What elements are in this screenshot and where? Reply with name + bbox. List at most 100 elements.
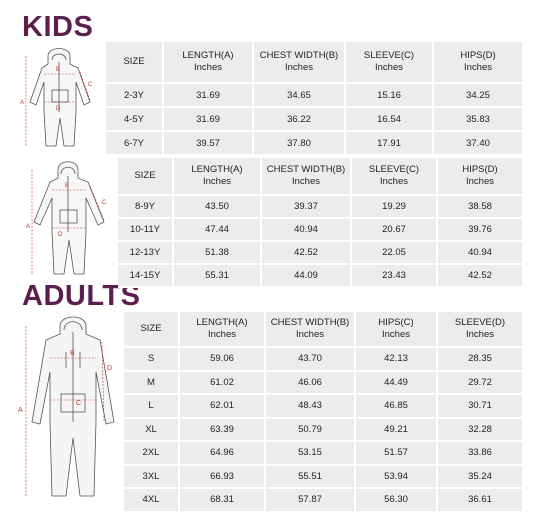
column-header: SIZE [124,312,180,348]
measurement-cell: 40.94 [438,242,524,265]
table-row: XL 63.39 50.79 49.21 32.28 [124,418,524,442]
column-header-unit: Inches [466,176,494,187]
kids-large-size-table: SIZE LENGTH(A) Inches CHEST WIDTH(B) Inches S… [118,158,524,288]
measurement-cell: 32.28 [438,418,524,442]
measurement-cell: 68.31 [180,489,266,513]
size-cell: 12-13Y [118,242,174,265]
measurement-cell: 39.37 [262,196,352,219]
measurement-cell: 66.93 [180,465,266,489]
size-cell: 14-15Y [118,265,174,288]
table-row: M 61.02 46.06 44.49 29.72 [124,371,524,395]
column-header-unit: Inches [203,176,231,187]
column-header: LENGTH(A) Inches [164,42,254,84]
column-header-title: SIZE [140,323,162,334]
measurement-cell: 44.09 [262,265,352,288]
size-cell: 3XL [124,465,180,489]
measurement-cell: 46.06 [266,371,356,395]
column-header: SLEEVE(C) Inches [346,42,434,84]
measurement-cell: 57.87 [266,489,356,513]
kids-heading: KIDS [22,11,94,43]
column-header-title: CHEST WIDTH(B) [270,317,350,328]
measurement-cell: 63.39 [180,418,266,442]
measurement-cell: 15.16 [346,84,434,108]
column-header-unit: Inches [382,329,410,340]
measurement-cell: 55.51 [266,465,356,489]
adult-label-b: B [70,350,75,357]
column-header-title: CHEST WIDTH(B) [259,50,339,61]
table-row: L 62.01 48.43 46.85 30.71 [124,395,524,419]
measurement-cell: 46.85 [356,395,438,419]
table-row: 2-3Y 31.69 34.65 15.16 34.25 [106,84,524,108]
size-cell: 4-5Y [106,108,164,132]
measurement-cell: 16.54 [346,108,434,132]
measurement-cell: 50.79 [266,418,356,442]
measurement-cell: 37.80 [254,132,346,156]
column-header: LENGTH(A) Inches [174,158,262,196]
table-row: 6-7Y 39.57 37.80 17.91 37.40 [106,132,524,156]
measurement-cell: 40.94 [262,219,352,242]
column-header: CHEST WIDTH(B) Inches [262,158,352,196]
column-header-title: HIPS(C) [378,317,414,328]
size-cell: M [124,371,180,395]
column-header-unit: Inches [208,329,236,340]
size-cell: 6-7Y [106,132,164,156]
adult-label-c: C [76,400,81,407]
column-header-title: HIPS(D) [462,164,498,175]
kids-small-onesie-diagram: A B C D [18,42,102,152]
column-header-unit: Inches [285,62,313,73]
kids-large-label-c: C [102,200,107,206]
measurement-cell: 36.22 [254,108,346,132]
kids-small-label-a: A [20,100,24,106]
measurement-cell: 48.43 [266,395,356,419]
column-header-unit: Inches [194,62,222,73]
size-cell: L [124,395,180,419]
measurement-cell: 42.13 [356,348,438,372]
measurement-cell: 17.91 [346,132,434,156]
measurement-cell: 35.83 [434,108,524,132]
column-header: SIZE [106,42,164,84]
column-header-unit: Inches [466,329,494,340]
table-row: S 59.06 43.70 42.13 28.35 [124,348,524,372]
measurement-cell: 51.38 [174,242,262,265]
table-row: 3XL 66.93 55.51 53.94 35.24 [124,465,524,489]
column-header-title: CHEST WIDTH(B) [266,164,346,175]
column-header-unit: Inches [464,62,492,73]
adult-label-a: A [18,407,23,414]
measurement-cell: 61.02 [180,371,266,395]
kids-large-onesie-diagram: A B C D [18,156,118,278]
column-header: HIPS(D) Inches [438,158,524,196]
column-header-title: LENGTH(A) [191,164,243,175]
table-row: 10-11Y 47.44 40.94 20.67 39.76 [118,219,524,242]
column-header-title: HIPS(D) [460,50,496,61]
column-header-unit: Inches [296,329,324,340]
table-row: 12-13Y 51.38 42.52 22.05 40.94 [118,242,524,265]
measurement-cell: 53.94 [356,465,438,489]
column-header: CHEST WIDTH(B) Inches [254,42,346,84]
measurement-cell: 53.15 [266,442,356,466]
size-cell: 4XL [124,489,180,513]
adults-size-table: SIZE LENGTH(A) Inches CHEST WIDTH(B) Inches H… [124,312,524,513]
size-cell: 2XL [124,442,180,466]
measurement-cell: 19.29 [352,196,438,219]
adult-onesie-diagram: A B C D [14,312,124,502]
column-header: SIZE [118,158,174,196]
column-header-unit: Inches [375,62,403,73]
column-header-unit: Inches [380,176,408,187]
measurement-cell: 42.52 [438,265,524,288]
column-header-title: SIZE [134,170,156,181]
kids-large-label-a: A [26,224,30,230]
measurement-cell: 47.44 [174,219,262,242]
measurement-cell: 30.71 [438,395,524,419]
size-cell: XL [124,418,180,442]
adult-label-d: D [107,365,112,372]
kids-small-size-table: SIZE LENGTH(A) Inches CHEST WIDTH(B) Inches S… [106,42,524,156]
measurement-cell: 44.49 [356,371,438,395]
measurement-cell: 49.21 [356,418,438,442]
measurement-cell: 22.05 [352,242,438,265]
kids-small-label-c: C [88,82,93,88]
size-cell: 8-9Y [118,196,174,219]
measurement-cell: 28.35 [438,348,524,372]
table-row: 14-15Y 55.31 44.09 23.43 42.52 [118,265,524,288]
table-row: 8-9Y 43.50 39.37 19.29 38.58 [118,196,524,219]
measurement-cell: 59.06 [180,348,266,372]
